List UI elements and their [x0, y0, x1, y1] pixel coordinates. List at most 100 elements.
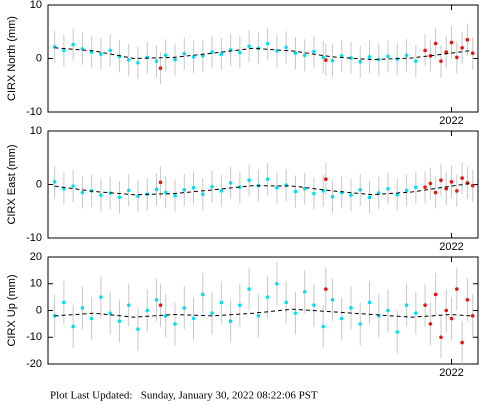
- point: [71, 42, 75, 47]
- point: [433, 41, 438, 46]
- point: [238, 185, 242, 189]
- point: [324, 58, 328, 62]
- point: [460, 46, 464, 50]
- point: [201, 192, 205, 196]
- point: [182, 51, 187, 56]
- point: [238, 50, 242, 55]
- point: [99, 193, 103, 197]
- point: [444, 186, 449, 191]
- point: [80, 306, 85, 310]
- point: [247, 287, 251, 291]
- point: [126, 58, 131, 62]
- point: [265, 295, 270, 299]
- point: [201, 54, 205, 58]
- point: [238, 303, 242, 307]
- point: [423, 48, 427, 53]
- trend-line: [54, 47, 472, 61]
- point: [219, 300, 224, 305]
- point: [321, 55, 326, 60]
- x-tick-label: 2022: [439, 367, 463, 379]
- point: [449, 180, 454, 184]
- y-tick-label: -10: [26, 106, 42, 118]
- point: [117, 319, 122, 324]
- point: [358, 322, 363, 326]
- point: [265, 41, 270, 46]
- point: [324, 177, 328, 181]
- point: [439, 178, 443, 183]
- point: [386, 308, 390, 313]
- point: [265, 177, 270, 181]
- point: [444, 50, 449, 54]
- point: [228, 319, 233, 324]
- point: [191, 185, 196, 190]
- point: [470, 183, 475, 188]
- point: [136, 60, 140, 65]
- point: [428, 54, 433, 58]
- point: [201, 292, 205, 297]
- point: [395, 192, 400, 197]
- point: [367, 300, 372, 305]
- point: [367, 195, 372, 200]
- point: [324, 287, 328, 291]
- point: [173, 193, 177, 198]
- point: [158, 303, 163, 307]
- y-axis-label: CIRX North (mm): [6, 16, 18, 101]
- point: [428, 322, 433, 326]
- y-tick-label: 0: [36, 304, 42, 316]
- point: [163, 53, 168, 58]
- point: [173, 322, 177, 326]
- point: [247, 178, 251, 183]
- point: [349, 306, 353, 310]
- point: [191, 55, 196, 59]
- point: [154, 59, 159, 63]
- point: [433, 292, 438, 297]
- point: [293, 51, 298, 55]
- plot-frame: [47, 256, 479, 365]
- point: [126, 188, 131, 193]
- y-tick-label: -20: [26, 358, 42, 370]
- point: [293, 311, 298, 315]
- point: [455, 287, 459, 291]
- point: [284, 45, 288, 50]
- point: [449, 316, 454, 321]
- y-tick-label: 10: [30, 278, 42, 290]
- point: [89, 316, 94, 321]
- point: [439, 59, 443, 63]
- point: [293, 189, 298, 194]
- point: [219, 189, 224, 193]
- point: [154, 298, 159, 302]
- plot-frame: [47, 4, 479, 113]
- point: [136, 194, 140, 199]
- point: [182, 188, 187, 192]
- point: [62, 300, 66, 305]
- point: [99, 295, 103, 299]
- point: [126, 303, 131, 307]
- point: [312, 49, 316, 54]
- point: [302, 53, 307, 58]
- point: [275, 185, 279, 190]
- point: [154, 187, 159, 192]
- point: [339, 54, 344, 58]
- point: [302, 289, 307, 294]
- point: [247, 44, 251, 48]
- point: [367, 55, 372, 59]
- x-tick-label: 2022: [439, 115, 463, 127]
- point: [71, 184, 75, 188]
- point: [108, 48, 112, 53]
- point: [470, 314, 475, 318]
- point: [210, 311, 214, 315]
- point: [465, 37, 470, 42]
- point: [117, 195, 122, 200]
- y-tick-label: -10: [26, 331, 42, 343]
- point: [158, 66, 163, 70]
- point: [404, 53, 409, 58]
- plot-frame: [47, 130, 479, 239]
- point: [284, 300, 288, 305]
- point: [108, 311, 112, 315]
- point: [71, 324, 75, 329]
- point: [349, 56, 353, 60]
- point: [219, 52, 224, 57]
- y-tick-label: 0: [36, 52, 42, 64]
